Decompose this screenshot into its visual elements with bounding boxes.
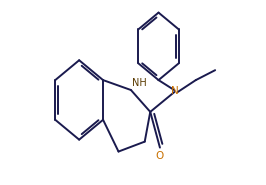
Text: NH: NH: [132, 78, 147, 88]
Text: N: N: [171, 86, 178, 96]
Text: O: O: [156, 151, 164, 161]
